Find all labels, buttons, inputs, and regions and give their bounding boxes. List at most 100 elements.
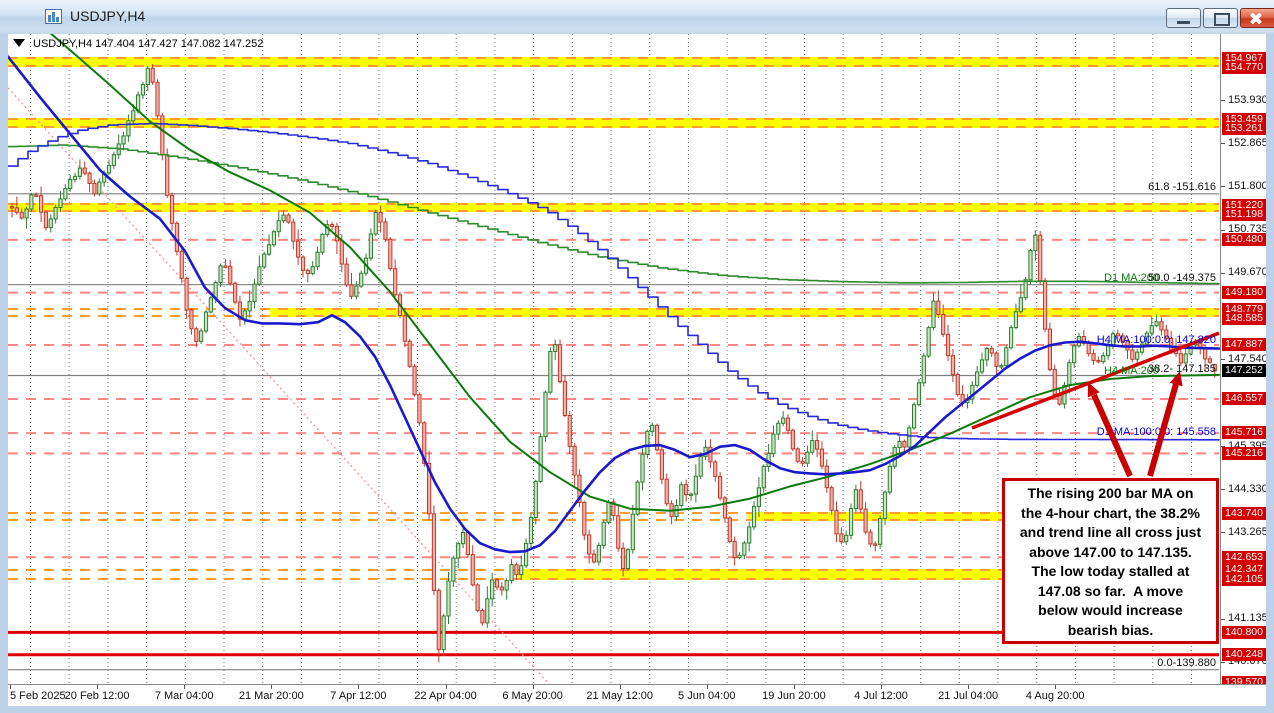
price-chart[interactable]: D1 MA:200 H4 MA:100:0:0: 147.820 H4 MA:200…	[8, 34, 1220, 684]
candle	[839, 533, 844, 543]
candle	[257, 266, 262, 285]
candle	[771, 433, 776, 455]
candle	[1154, 321, 1159, 327]
annotation-box[interactable]: The rising 200 bar MA on the 4-hour chart…	[1002, 478, 1219, 644]
candle	[1135, 351, 1140, 360]
candle	[718, 476, 723, 499]
candle	[334, 225, 340, 242]
candle	[795, 448, 800, 462]
candle	[460, 532, 466, 545]
chart-label: D1 MA:100:0:0: 145.558	[1097, 426, 1216, 438]
title-bar[interactable]: USDJPY,H4	[0, 0, 1274, 35]
candle	[926, 327, 931, 357]
price-tick-label: 152.865	[1228, 136, 1268, 149]
minimize-button[interactable]	[1166, 8, 1201, 28]
time-tick	[10, 685, 11, 689]
candle	[320, 233, 325, 253]
candle	[494, 579, 500, 588]
quote-line: USDJPY,H4 147.404 147.427 147.082 147.25…	[13, 38, 263, 50]
candle	[785, 417, 791, 431]
time-axis[interactable]: 5 Feb 2025 20 Feb 12:00 7 Mar 04:00 21 Mar …	[8, 684, 1266, 707]
candles-layer	[9, 63, 1217, 663]
chart-label: H4 MA:100:0:0: 147.820	[1097, 334, 1216, 346]
candle	[514, 564, 519, 576]
chart-label: 61.8 -151.616	[1148, 181, 1216, 193]
moving-averages-layer	[8, 34, 1220, 554]
candle	[727, 517, 732, 542]
price-tick	[1221, 186, 1225, 188]
candle	[349, 284, 354, 297]
candle	[829, 487, 834, 511]
candle	[751, 506, 757, 528]
candle	[1164, 329, 1169, 339]
candle	[844, 534, 849, 543]
candle	[975, 371, 980, 386]
candle	[490, 579, 495, 600]
price-tick	[1221, 618, 1225, 620]
price-level-label: 145.216	[1222, 447, 1266, 460]
symbol-dropdown-icon[interactable]	[13, 39, 25, 47]
candle	[664, 478, 669, 505]
candle	[524, 542, 529, 567]
candle	[810, 440, 815, 453]
candle	[155, 81, 160, 117]
annotation-line: bearish bias.	[1067, 621, 1154, 638]
support-resistance-band	[518, 569, 1219, 580]
close-button[interactable]	[1240, 8, 1274, 28]
time-tick-label: 5 Jun 04:00	[678, 690, 736, 702]
candle	[446, 580, 451, 617]
time-tick	[97, 685, 99, 689]
candle	[887, 465, 892, 493]
candle	[955, 373, 960, 395]
price-axis[interactable]: 153.930 152.865 151.800 150.735 149.670 147.5…	[1220, 34, 1268, 689]
candle	[150, 67, 155, 83]
candle	[1203, 347, 1208, 360]
candle	[92, 182, 97, 195]
candle	[659, 449, 664, 480]
candle	[58, 198, 63, 208]
rising-trendline-layer	[971, 331, 1220, 430]
candle	[621, 547, 626, 570]
candle	[776, 422, 781, 435]
candle	[509, 564, 514, 582]
annotation-line: below would increase	[1038, 602, 1183, 618]
price-level-label: 153.261	[1222, 122, 1266, 135]
time-tick-label: 7 Mar 04:00	[154, 690, 214, 702]
candle	[800, 460, 805, 464]
candle	[184, 277, 189, 311]
candle	[276, 220, 281, 233]
time-tick-label: 19 Jun 20:00	[762, 690, 826, 702]
candle	[286, 214, 291, 223]
red-arrow	[1147, 383, 1179, 477]
candle	[902, 440, 907, 448]
candle	[693, 475, 698, 495]
candle	[945, 333, 951, 357]
candle	[790, 429, 795, 450]
candle	[9, 206, 15, 209]
candle	[625, 549, 631, 570]
candle	[34, 194, 39, 197]
price-level-label: 148.585	[1222, 312, 1266, 325]
price-tick	[1221, 100, 1225, 101]
maximize-button[interactable]	[1203, 8, 1238, 28]
candle	[68, 179, 73, 190]
candle	[805, 451, 810, 464]
candle	[39, 195, 44, 213]
candle	[1067, 362, 1072, 386]
price-level-label: 140.248	[1222, 648, 1266, 661]
candle	[485, 598, 490, 624]
candle	[1139, 343, 1145, 353]
candle	[601, 521, 606, 546]
price-level-label: 142.653	[1222, 551, 1266, 564]
candle	[1144, 332, 1150, 345]
candle	[218, 265, 223, 284]
candle	[533, 480, 538, 519]
candle	[878, 518, 883, 545]
candle	[640, 453, 645, 483]
candle	[567, 415, 572, 447]
candle	[645, 430, 650, 455]
candle	[417, 394, 422, 424]
annotation-line: above 147.00 to 147.135.	[1029, 543, 1192, 560]
candle	[213, 282, 218, 299]
